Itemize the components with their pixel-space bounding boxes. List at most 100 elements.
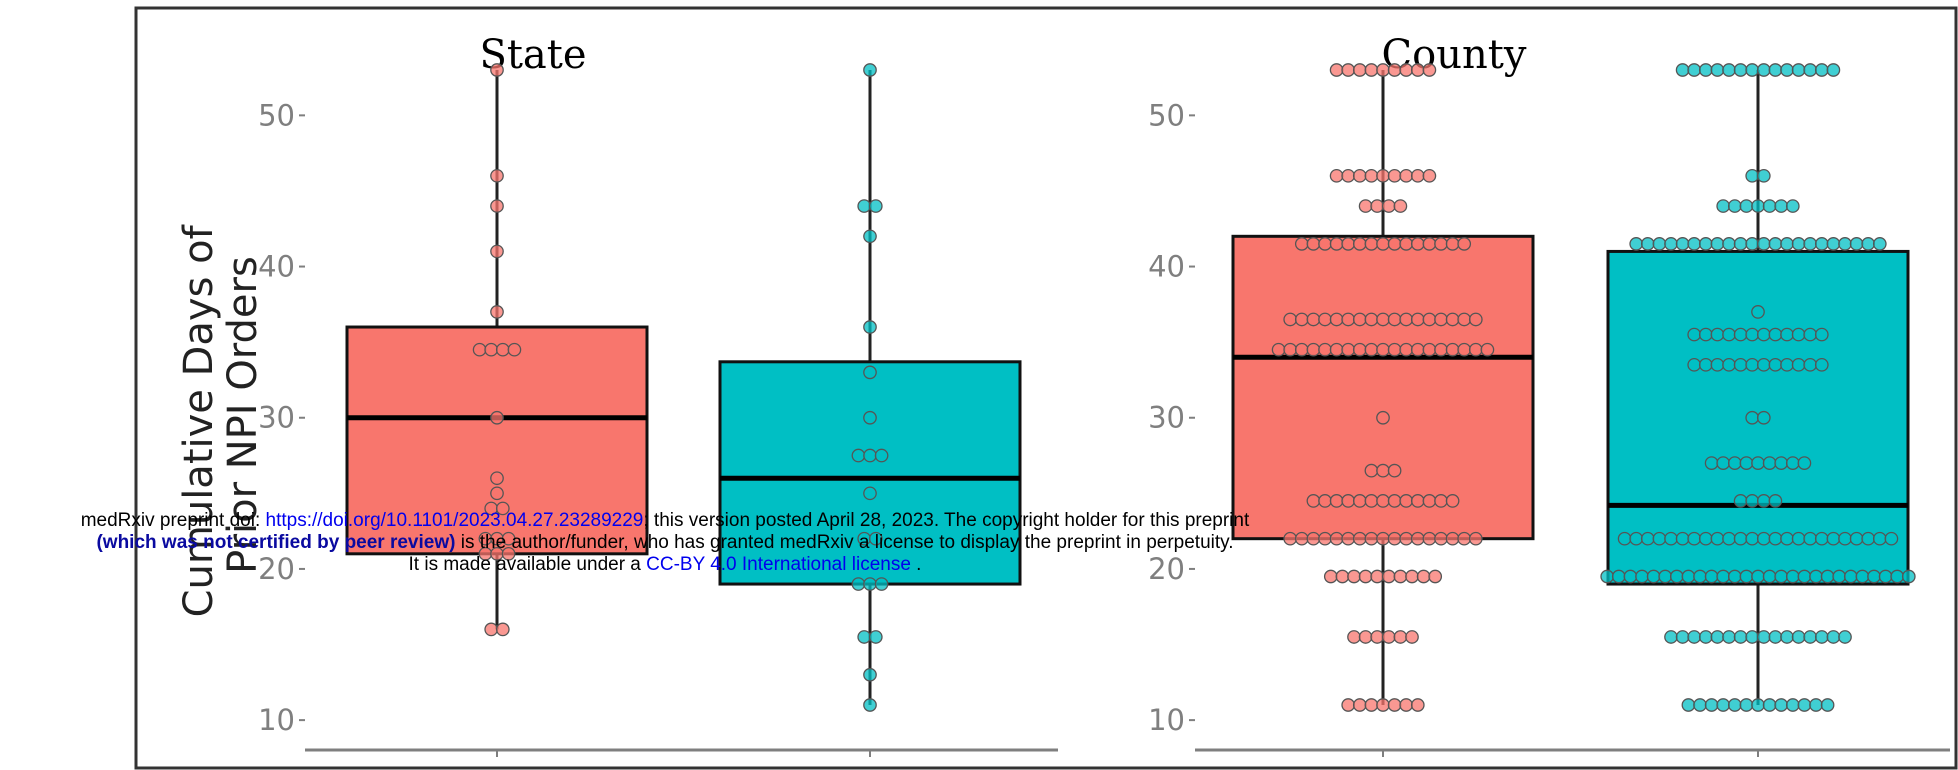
data-point bbox=[1294, 312, 1309, 327]
cc-by-license-link[interactable]: CC-BY 4.0 International license bbox=[646, 554, 911, 575]
data-point bbox=[1884, 531, 1899, 546]
data-point bbox=[857, 630, 872, 644]
data-point bbox=[1381, 569, 1396, 584]
data-point bbox=[1629, 531, 1644, 546]
data-point bbox=[1878, 569, 1893, 584]
data-point bbox=[1716, 199, 1731, 213]
data-point bbox=[1739, 456, 1754, 470]
data-point bbox=[1722, 237, 1736, 251]
watermark-peer-review-note: (which was not certified by peer review) bbox=[96, 532, 456, 553]
data-point bbox=[1762, 698, 1777, 712]
data-point bbox=[1341, 168, 1356, 183]
data-point bbox=[1352, 342, 1367, 357]
watermark-line-2: (which was not certified by peer review)… bbox=[0, 532, 1330, 554]
data-point bbox=[1347, 569, 1361, 584]
data-point bbox=[1271, 342, 1286, 357]
data-point bbox=[1710, 531, 1725, 546]
data-point bbox=[1445, 342, 1460, 357]
data-point bbox=[1364, 494, 1379, 508]
data-point bbox=[1745, 357, 1760, 372]
data-point bbox=[1652, 531, 1667, 546]
data-point bbox=[501, 546, 516, 561]
doi-link[interactable]: https://doi.org/10.1101/2023.04.27.23289… bbox=[265, 510, 644, 531]
data-point bbox=[1745, 168, 1760, 183]
data-point bbox=[1405, 569, 1419, 584]
data-point bbox=[1687, 237, 1702, 251]
data-point bbox=[1838, 630, 1852, 644]
data-point bbox=[1422, 237, 1437, 251]
data-point bbox=[1364, 63, 1379, 77]
data-point bbox=[1457, 531, 1472, 546]
data-point bbox=[1399, 312, 1414, 327]
data-point bbox=[1820, 698, 1835, 712]
data-point bbox=[1814, 357, 1829, 372]
data-point bbox=[1762, 199, 1777, 213]
data-point bbox=[1704, 569, 1719, 584]
data-point bbox=[1745, 63, 1760, 77]
data-point bbox=[1306, 494, 1321, 508]
data-point bbox=[1399, 494, 1414, 508]
y-tick-label: 10 bbox=[258, 703, 295, 737]
data-point bbox=[1797, 456, 1812, 470]
data-point bbox=[1669, 569, 1684, 584]
data-point bbox=[1416, 569, 1431, 584]
data-point bbox=[1294, 342, 1309, 357]
data-point bbox=[1687, 327, 1702, 342]
data-point bbox=[1785, 698, 1800, 712]
data-point bbox=[1693, 698, 1707, 712]
data-point bbox=[1803, 531, 1818, 546]
data-point bbox=[1814, 630, 1829, 644]
data-point bbox=[1780, 237, 1794, 251]
data-point bbox=[1410, 494, 1425, 508]
data-point bbox=[1803, 63, 1818, 77]
data-point bbox=[1751, 305, 1765, 319]
data-point bbox=[1457, 342, 1472, 357]
data-point bbox=[868, 199, 883, 213]
data-point bbox=[1410, 63, 1425, 77]
data-point bbox=[1756, 494, 1771, 508]
data-point bbox=[1751, 456, 1765, 470]
data-point bbox=[1376, 531, 1390, 546]
data-point bbox=[1387, 698, 1402, 712]
data-point bbox=[1358, 630, 1373, 644]
data-point bbox=[1832, 569, 1847, 584]
data-point bbox=[1785, 199, 1800, 213]
data-point bbox=[1352, 63, 1367, 77]
data-point bbox=[863, 698, 877, 712]
data-point bbox=[1422, 312, 1437, 327]
data-point bbox=[1756, 63, 1771, 77]
watermark-line-1: medRxiv preprint doi: https://doi.org/10… bbox=[0, 510, 1330, 532]
data-point bbox=[1751, 698, 1765, 712]
box bbox=[345, 325, 649, 556]
data-point bbox=[472, 342, 487, 357]
data-point bbox=[1826, 630, 1841, 644]
data-point bbox=[1727, 698, 1742, 712]
data-point bbox=[1434, 312, 1448, 327]
data-point bbox=[1797, 569, 1812, 584]
data-point bbox=[490, 244, 504, 259]
data-point bbox=[1838, 237, 1852, 251]
data-point bbox=[1843, 569, 1858, 584]
data-point bbox=[1698, 357, 1713, 372]
data-point bbox=[1410, 312, 1425, 327]
data-point bbox=[1364, 237, 1379, 251]
data-point bbox=[1341, 342, 1356, 357]
data-point bbox=[1803, 630, 1818, 644]
data-point bbox=[1376, 312, 1390, 327]
data-point bbox=[1872, 237, 1887, 251]
data-point bbox=[1861, 531, 1876, 546]
data-point bbox=[1341, 531, 1356, 546]
data-point bbox=[1785, 456, 1800, 470]
data-point bbox=[1814, 531, 1829, 546]
data-point bbox=[1739, 199, 1754, 213]
data-point bbox=[1774, 698, 1789, 712]
data-point bbox=[1422, 531, 1437, 546]
data-point bbox=[851, 448, 866, 463]
data-point bbox=[1381, 630, 1396, 644]
data-point bbox=[1855, 569, 1870, 584]
data-point bbox=[1687, 63, 1702, 77]
data-point bbox=[1710, 357, 1725, 372]
data-point bbox=[1704, 698, 1719, 712]
data-point bbox=[1422, 63, 1437, 77]
data-point bbox=[1693, 569, 1707, 584]
